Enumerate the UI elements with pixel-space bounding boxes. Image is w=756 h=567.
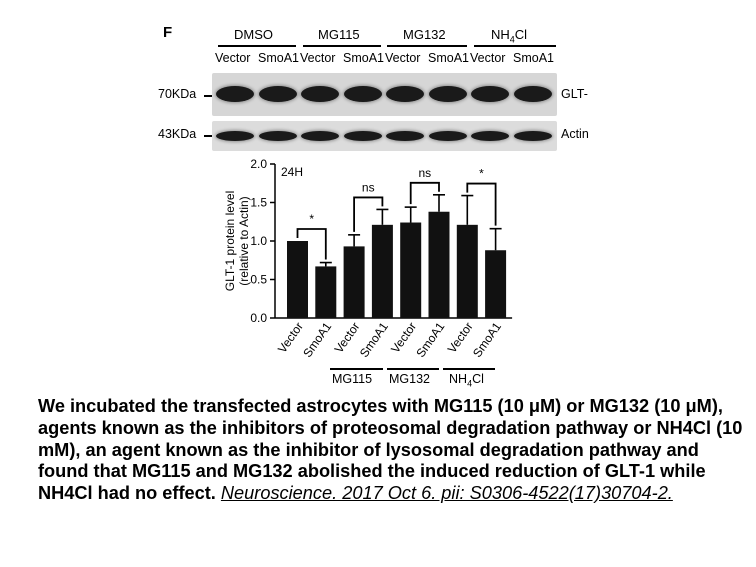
significance-label: ns — [362, 180, 375, 194]
blot-band — [301, 131, 339, 141]
blot-band — [216, 131, 254, 141]
nh-text: NH — [449, 372, 468, 386]
y-tick-label: 0.0 — [250, 311, 267, 325]
y-axis-label-unit: (relative to Actin) — [237, 196, 251, 285]
cl-text: Cl — [514, 27, 528, 42]
figure-caption: We incubated the transfected astrocytes … — [38, 396, 750, 505]
bar — [400, 222, 422, 318]
group-label-nh4cl: NH4Cl — [449, 372, 484, 389]
group-label-mg132: MG132 — [389, 372, 430, 386]
lane-label: Vector — [385, 51, 421, 65]
x-tick-label: SmoA1 — [300, 319, 334, 360]
bar-chart: 0.0 0.5 1.0 1.5 2.0 GLT-1 protein level (relat… — [223, 157, 513, 360]
blot-strip-glt1 — [212, 73, 557, 116]
significance-bracket — [466, 182, 497, 226]
significance-label: * — [309, 212, 314, 226]
significance-label: * — [479, 167, 484, 181]
blot-band — [428, 131, 467, 141]
condition-bar-mg115 — [303, 45, 381, 47]
blot-strip-actin — [212, 121, 557, 151]
lane-label: SmoA1 — [513, 51, 554, 65]
group-label-mg115: MG115 — [332, 372, 373, 386]
marker-tick — [204, 95, 213, 97]
x-tick-label: SmoA1 — [357, 319, 391, 360]
condition-label-mg132: MG132 — [403, 27, 446, 42]
blot-band — [216, 86, 254, 102]
x-tick-label: SmoA1 — [413, 319, 447, 360]
cl-text: Cl — [472, 372, 484, 386]
condition-bar-nh4cl — [474, 45, 556, 47]
blot-band — [386, 131, 424, 141]
blot-band — [513, 86, 552, 102]
blot-band — [471, 131, 509, 141]
condition-bar-dmso — [218, 45, 296, 47]
y-tick-label: 0.5 — [250, 273, 267, 287]
significance-bracket — [296, 228, 327, 260]
blot-band — [343, 86, 382, 102]
bar — [287, 241, 308, 318]
blot-band — [428, 86, 467, 102]
lane-label: Vector — [215, 51, 251, 65]
x-tick-label: SmoA1 — [470, 319, 504, 360]
time-annotation: 24H — [281, 165, 303, 179]
bar — [343, 246, 365, 318]
lane-label: SmoA1 — [343, 51, 384, 65]
caption-text: We incubated the transfected astrocytes … — [38, 396, 743, 504]
blot-band — [471, 86, 509, 102]
blot-band — [258, 86, 297, 102]
bar — [485, 250, 507, 318]
blot-band — [343, 131, 382, 141]
significance-label: ns — [419, 166, 432, 180]
nh-text: NH — [491, 27, 510, 42]
blot-band — [301, 86, 339, 102]
condition-label-dmso: DMSO — [234, 27, 273, 42]
panel-letter: F — [163, 24, 173, 41]
lane-label: Vector — [470, 51, 506, 65]
bar — [371, 224, 393, 318]
subscript-4: 4 — [467, 378, 473, 389]
citation-link[interactable]: Neuroscience. 2017 Oct 6. pii: S0306-452… — [220, 483, 673, 504]
condition-bar-mg132 — [387, 45, 467, 47]
subscript-4: 4 — [509, 34, 515, 45]
y-tick-label: 1.0 — [250, 234, 267, 248]
marker-70kda: 70KDa — [158, 87, 197, 101]
significance-bracket — [353, 196, 384, 232]
marker-43kda: 43KDa — [158, 127, 197, 141]
y-axis-label: GLT-1 protein level — [223, 191, 237, 292]
bar — [456, 224, 478, 318]
y-tick-label: 2.0 — [250, 157, 267, 171]
group-bar-nh4cl — [443, 368, 495, 370]
marker-tick — [204, 135, 213, 137]
blot-band — [386, 86, 424, 102]
group-bar-mg132 — [387, 368, 439, 370]
bar — [428, 211, 450, 318]
condition-label-nh4cl: NH4Cl — [491, 27, 527, 45]
lane-label: Vector — [300, 51, 336, 65]
group-bar-mg115 — [330, 368, 383, 370]
blot-band — [513, 131, 552, 141]
y-tick-label: 1.5 — [250, 196, 267, 210]
significance-bracket — [409, 181, 440, 205]
condition-label-mg115: MG115 — [318, 27, 360, 42]
blot-band — [258, 131, 297, 141]
lane-label: SmoA1 — [258, 51, 299, 65]
bar — [315, 266, 337, 318]
protein-label-actin: Actin — [561, 127, 589, 141]
lane-label: SmoA1 — [428, 51, 469, 65]
protein-label-glt1: GLT- — [561, 87, 588, 101]
